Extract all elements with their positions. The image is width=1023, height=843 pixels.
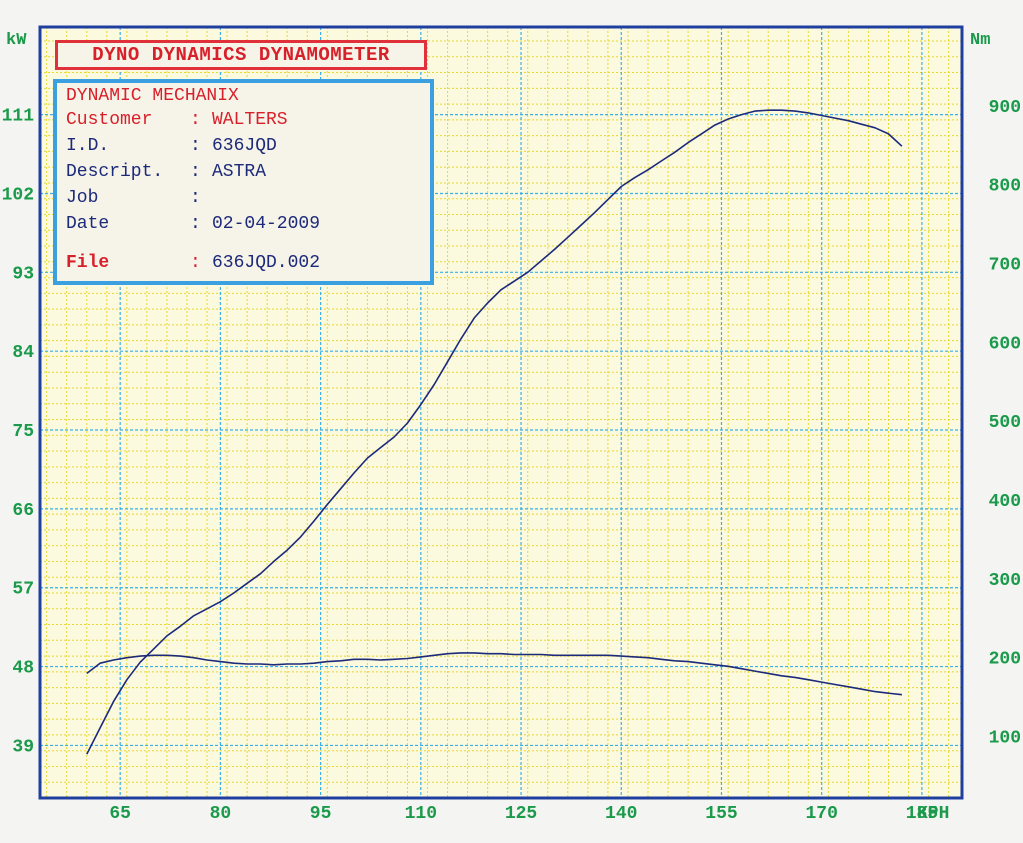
company-name: DYNAMIC MECHANIX [66,86,239,106]
x-tick-label: 65 [109,804,131,824]
y-right-tick-label: 700 [989,256,1021,276]
header-title: DYNO DYNAMICS DYNAMOMETER [92,44,390,66]
info-value-description: ASTRA [212,162,267,182]
x-tick-label: 185 [906,804,938,824]
y-right-tick-label: 200 [989,650,1021,670]
y-right-tick-label: 500 [989,413,1021,433]
info-row-date: Date : 02-04-2009 [66,211,430,237]
curves [86,109,903,755]
info-label-customer: Customer [66,110,153,130]
info-colon: : [190,188,201,208]
info-value-file: 636JQD.002 [212,253,321,273]
info-colon: : [190,136,201,156]
info-row-description: Descript. : ASTRA [66,159,430,185]
info-label-date: Date [66,214,110,234]
x-tick-label: 80 [210,804,232,824]
info-value-customer: WALTERS [212,110,288,130]
right-axis-unit: Nm [970,31,990,50]
info-colon: : [190,253,201,273]
y-left-tick-label: 102 [2,185,34,205]
info-value-id: 636JQD [212,136,277,156]
left-axis-unit: kW [6,31,27,50]
info-label-id: I.D. [66,136,110,156]
info-row-id: I.D. : 636JQD [66,133,430,159]
y-left-tick-label: 75 [12,422,34,442]
info-row-job: Job : [66,185,430,211]
x-axis-unit: KPH [917,804,949,824]
y-right-tick-label: 900 [989,98,1021,118]
info-box: DYNAMIC MECHANIX Customer : WALTERS I.D.… [53,79,434,285]
y-left-tick-label: 84 [12,343,34,363]
y-right-tick-label: 600 [989,334,1021,354]
y-left-tick-label: 66 [12,501,34,521]
x-tick-label: 170 [805,804,837,824]
y-right-tick-label: 300 [989,571,1021,591]
info-row-file: File : 636JQD.002 [66,250,430,276]
info-colon: : [190,110,201,130]
y-right-tick-label: 100 [989,729,1021,749]
plot-frame [38,25,964,800]
torque-curve [86,652,902,696]
y-right-tick-label: 400 [989,492,1021,512]
x-tick-label: 110 [405,804,437,824]
info-colon: : [190,162,201,182]
header-box: DYNO DYNAMICS DYNAMOMETER [55,40,427,70]
info-label-description: Descript. [66,162,164,182]
y-left-tick-label: 57 [12,580,34,600]
x-tick-label: 155 [705,804,737,824]
y-right-tick-label: 800 [989,177,1021,197]
info-value-date: 02-04-2009 [212,214,321,234]
tick-labels: 65 80 95 110 125 140 155 170 185 39 48 57 66 75 84 93 10… [2,98,1021,824]
y-left-tick-label: 111 [2,107,35,127]
y-left-tick-label: 39 [12,737,34,757]
x-tick-label: 95 [310,804,332,824]
info-label-file: File [66,253,110,273]
power-curve [86,109,903,755]
y-left-tick-label: 48 [12,659,34,679]
info-colon: : [190,214,201,234]
info-label-job: Job [66,188,99,208]
info-row-customer: Customer : WALTERS [66,107,430,133]
x-tick-label: 140 [605,804,637,824]
y-left-tick-label: 93 [12,264,34,284]
major-gridlines [40,27,962,798]
x-tick-label: 125 [505,804,537,824]
